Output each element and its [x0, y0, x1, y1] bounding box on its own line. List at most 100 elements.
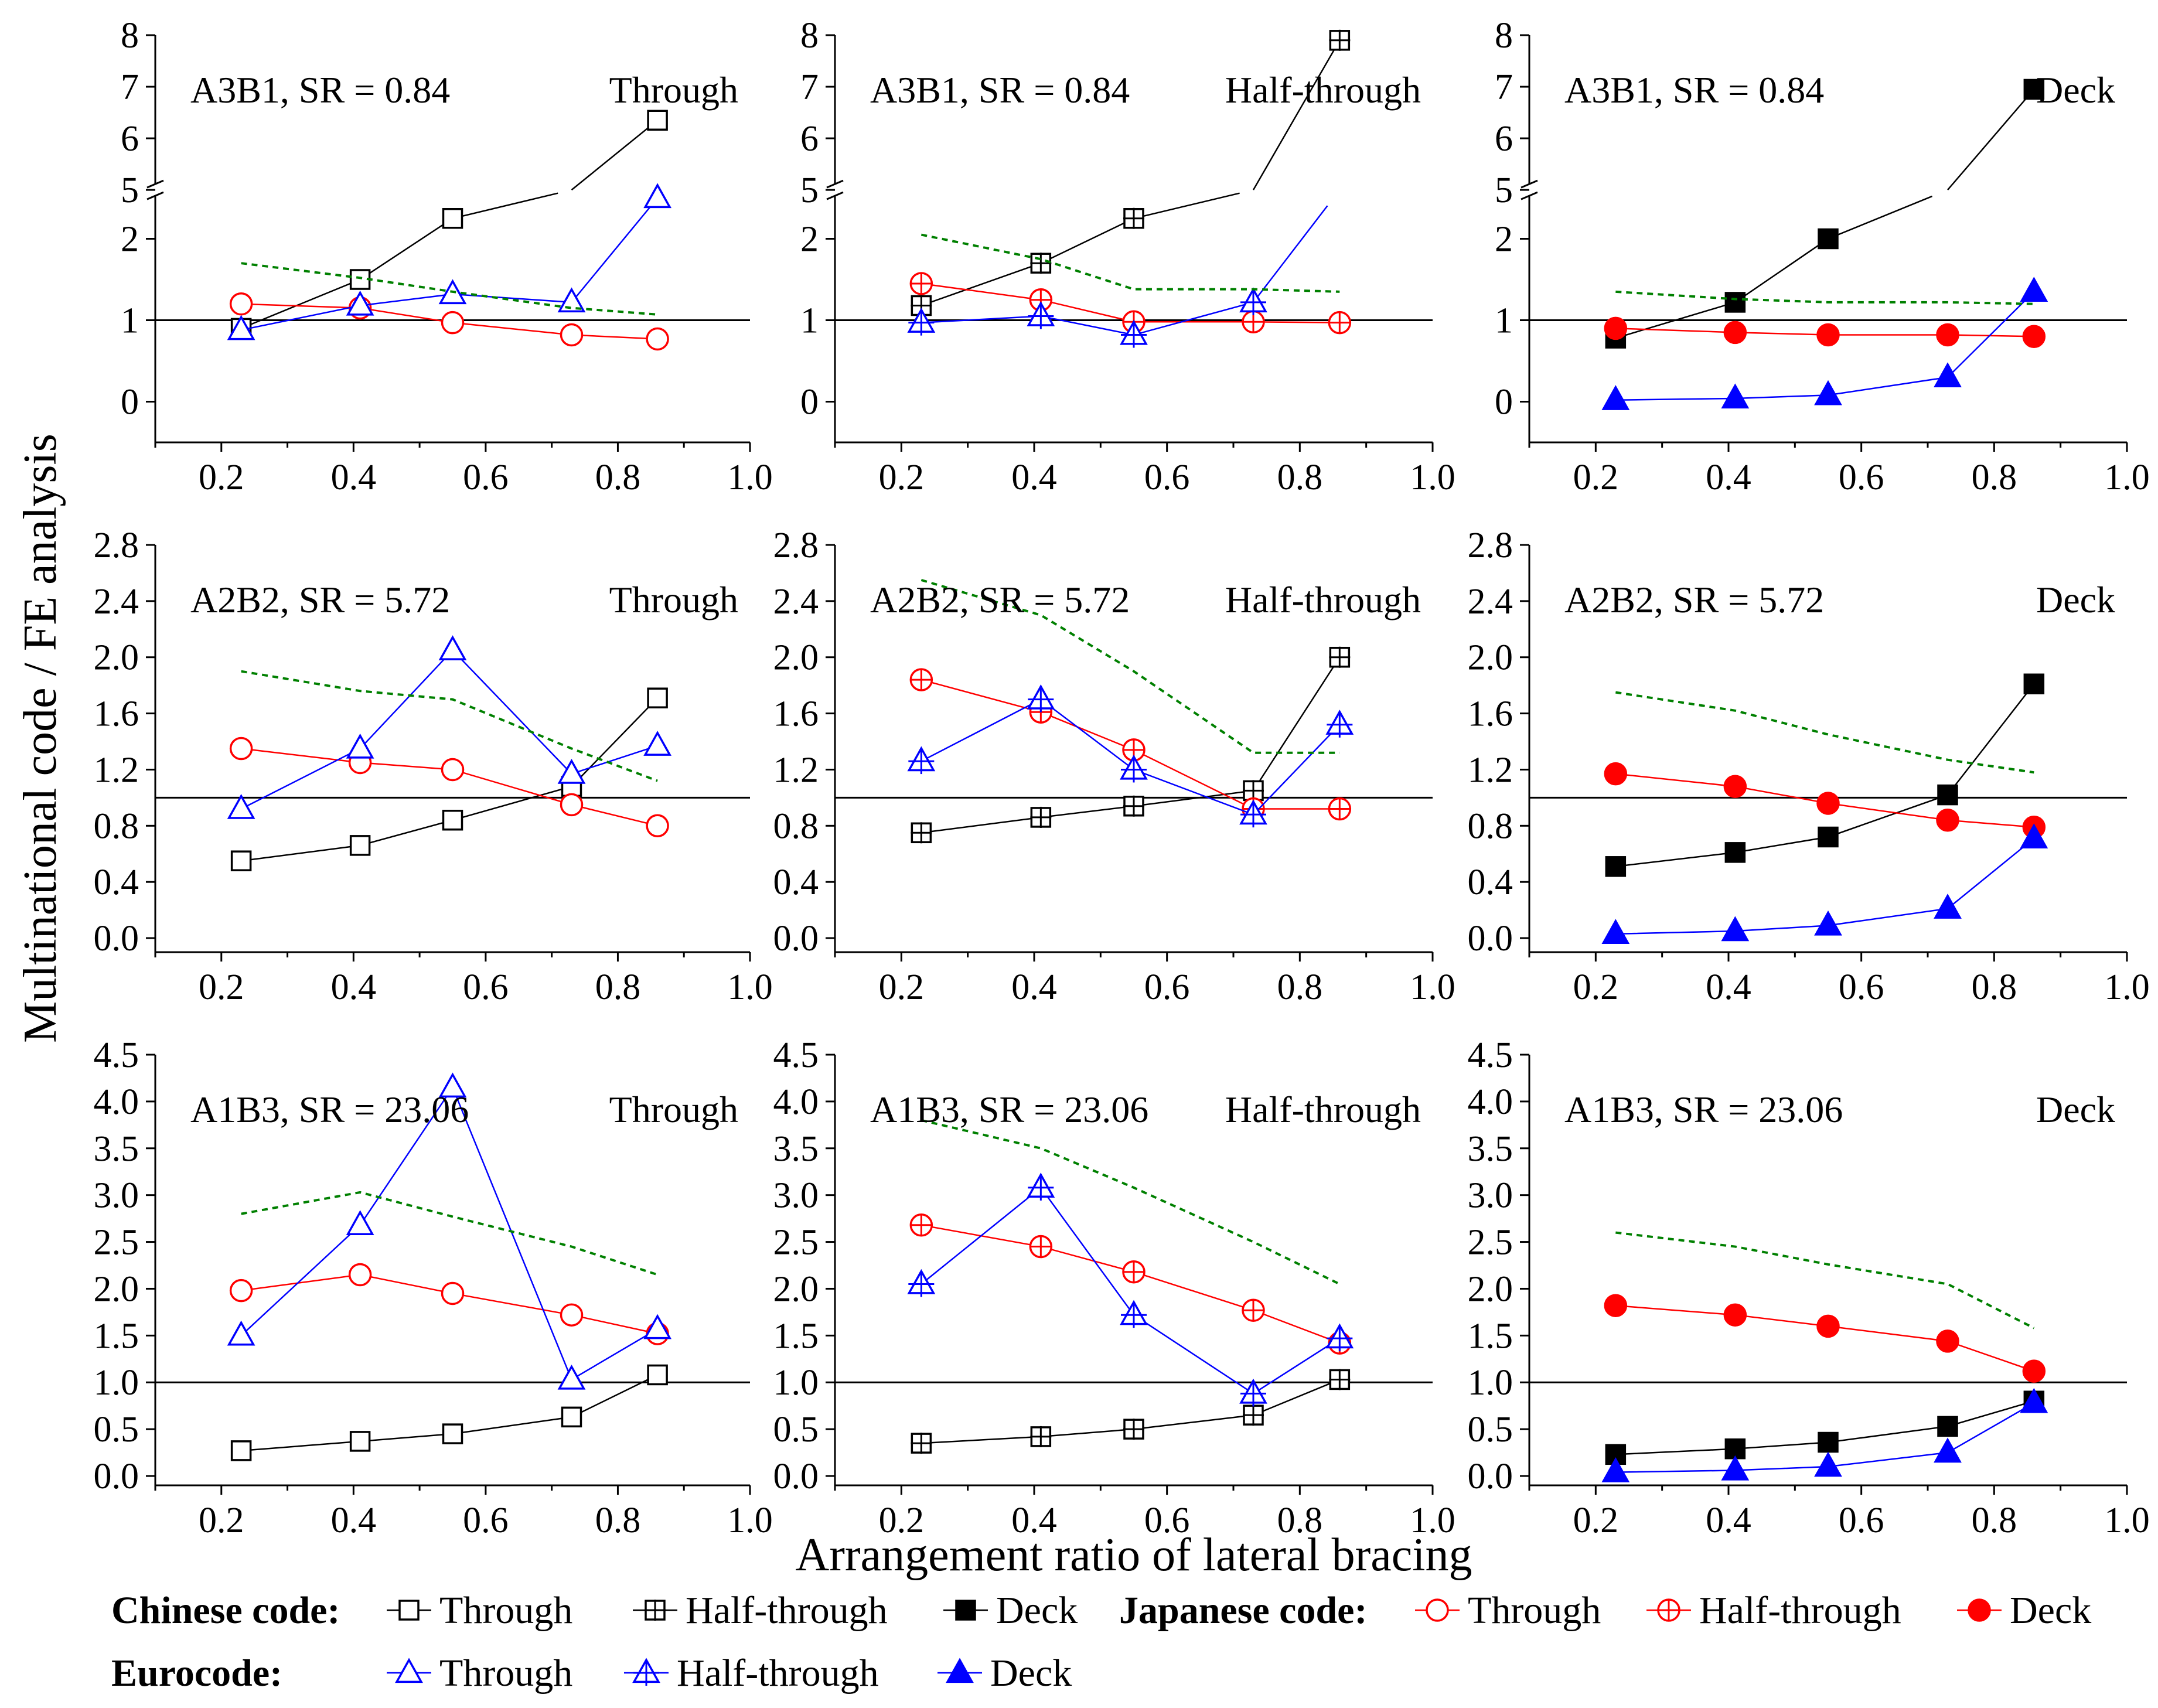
series-japanese — [909, 1213, 1352, 1355]
data-point — [1329, 29, 1351, 51]
legend-eurocode-through: Through — [387, 1652, 572, 1695]
data-point — [1816, 323, 1840, 347]
x-tick-label: 0.4 — [1706, 458, 1751, 497]
x-tick-label: 0.6 — [1839, 1501, 1884, 1540]
series-japanese — [1604, 762, 2046, 839]
data-point — [1936, 1329, 1959, 1353]
data-point — [2020, 277, 2048, 302]
y-tick-label: 3.5 — [773, 1129, 819, 1169]
y-tick-label: 2.4 — [94, 582, 139, 622]
series-line — [1947, 88, 2035, 190]
data-point — [346, 290, 374, 316]
data-point — [1030, 806, 1052, 828]
series-japanese — [229, 1263, 669, 1345]
series-line — [241, 262, 658, 316]
data-point — [1601, 919, 1630, 944]
data-point — [907, 746, 936, 775]
y-tick-label: 2.5 — [773, 1223, 819, 1263]
x-tick-label: 0.2 — [879, 458, 925, 497]
panel-case-label: A2B2, SR = 5.72 — [1564, 579, 1824, 621]
data-point — [229, 292, 253, 316]
data-point — [1027, 301, 1055, 329]
legend-chinese-heading: Chinese code: — [111, 1589, 340, 1632]
series-line — [241, 192, 558, 329]
x-tick-label: 0.6 — [463, 1501, 509, 1540]
data-point — [647, 1364, 668, 1386]
axis-break-mark — [146, 191, 164, 200]
x-tick-label: 0.8 — [1277, 1501, 1323, 1540]
data-point — [348, 1263, 372, 1287]
y-tick-label: 2.5 — [1468, 1223, 1513, 1263]
data-point — [1723, 1303, 1747, 1327]
data-point — [441, 1281, 465, 1305]
series-line — [571, 120, 658, 191]
data-point — [1123, 207, 1144, 229]
data-point — [907, 308, 936, 336]
data-point — [230, 850, 252, 871]
x-tick-label: 1.0 — [1410, 1501, 1455, 1540]
x-tick-label: 0.2 — [199, 458, 244, 497]
y-tick-label: 1.6 — [1468, 694, 1513, 734]
data-point — [1325, 710, 1354, 738]
data-point — [1120, 1300, 1148, 1328]
series-eurocode — [907, 205, 1328, 348]
series-chinese — [1605, 673, 2045, 877]
panel-r2c3: 0.2 0.4 0.6 0.8 1.0 0.0 0.4 0.8 1.2 1.6 2.0 2.4 2.8 A… — [1468, 526, 2150, 1007]
x-tick-label: 0.2 — [879, 1501, 925, 1540]
y-tick-label: 0.0 — [1468, 919, 1513, 959]
data-point — [441, 758, 465, 782]
series-reference-dashed — [1615, 290, 2034, 305]
legend-japanese-through: Through — [1415, 1589, 1601, 1632]
x-tick-label: 1.0 — [2104, 967, 2150, 1007]
series-chinese — [911, 646, 1351, 844]
y-tick-label: 1.6 — [94, 694, 139, 734]
y-tick-label: 0.5 — [1468, 1410, 1513, 1450]
series-reference-dashed — [921, 1119, 1341, 1286]
data-point — [1724, 842, 1746, 863]
panel-arrangement-label: Half-through — [1225, 579, 1421, 621]
panel-r1c3: 0.2 0.4 0.6 0.8 1.0 0 1 2 5 6 7 8 A3B1, SR = 0.84 Dec… — [1495, 16, 2150, 497]
panel-grid: 0.2 0.4 0.6 0.8 1.0 0 1 2 5 6 7 8 A3B1, SR = 0.84 Thr… — [94, 16, 2150, 1540]
data-point — [1239, 287, 1267, 315]
data-point — [349, 835, 371, 856]
x-tick-label: 0.6 — [1839, 458, 1884, 497]
data-point — [1814, 1451, 1842, 1477]
panel-case-label: A3B1, SR = 0.84 — [1564, 69, 1824, 111]
series-reference-dashed — [241, 670, 658, 782]
y-tick-label: 2 — [1495, 220, 1513, 260]
x-tick-label: 0.4 — [331, 1501, 377, 1540]
data-point — [227, 315, 255, 340]
y-tick-label: 0 — [800, 383, 819, 422]
data-point — [647, 110, 668, 131]
y-tick-label: 0.0 — [94, 1457, 139, 1496]
figure-x-axis-title: Arrangement ratio of lateral bracing — [796, 1529, 1472, 1581]
series-line — [1615, 195, 1933, 339]
panel-case-label: A1B3, SR = 23.06 — [870, 1089, 1148, 1130]
series-line — [1615, 290, 2034, 305]
x-tick-label: 0.6 — [1839, 967, 1884, 1007]
x-tick-label: 0.4 — [1011, 967, 1057, 1007]
series-chinese — [911, 29, 1351, 316]
data-point — [1123, 795, 1144, 817]
series-line — [921, 578, 1340, 754]
y-tick-label: 4.0 — [1468, 1082, 1513, 1122]
panel-case-label: A2B2, SR = 5.72 — [870, 579, 1130, 621]
data-point — [442, 208, 463, 229]
data-point — [1937, 784, 1958, 806]
panel-arrangement-label: Deck — [2036, 579, 2115, 621]
x-tick-label: 0.8 — [1277, 967, 1323, 1007]
y-tick-label: 7 — [800, 67, 819, 107]
y-tick-label: 8 — [1495, 16, 1513, 56]
legend-japanese-deck: Deck — [1957, 1589, 2091, 1632]
series-reference-dashed — [921, 578, 1340, 754]
y-tick-label: 1.2 — [773, 750, 819, 790]
data-point — [557, 1364, 586, 1390]
legend-marker — [395, 1658, 423, 1683]
legend-marker — [1426, 1598, 1449, 1622]
data-point — [1120, 319, 1148, 348]
series-line — [241, 1191, 658, 1276]
data-point — [1601, 385, 1630, 410]
series-eurocode — [227, 183, 671, 340]
data-point — [907, 1269, 936, 1297]
x-tick-label: 0.6 — [1144, 1501, 1190, 1540]
